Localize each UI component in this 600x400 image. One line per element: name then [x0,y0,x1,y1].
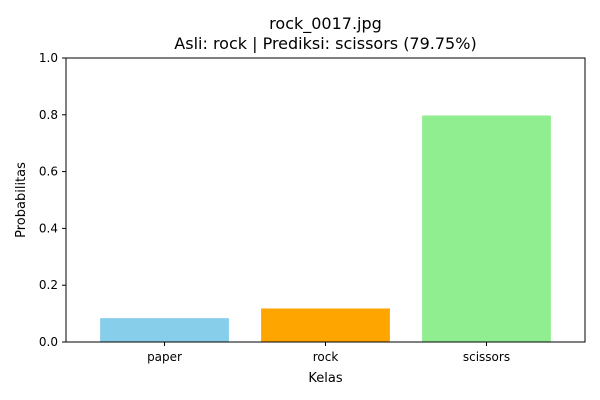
bars-group [100,115,551,342]
bar-rock [261,308,390,342]
y-tick-label: 0.4 [39,221,58,235]
bar-scissors [422,115,551,342]
y-tick-label: 0.2 [39,278,58,292]
bar-paper [100,318,229,342]
x-tick-label: rock [313,350,339,364]
y-tick-label: 0.0 [39,335,58,349]
chart-title-line2: Asli: rock | Prediksi: scissors (79.75%) [174,34,476,53]
x-axis-ticks: paper rock scissors [147,342,510,364]
chart-title-line1: rock_0017.jpg [269,14,382,34]
x-tick-label: scissors [463,350,510,364]
x-tick-label: paper [147,350,182,364]
y-tick-label: 1.0 [39,51,58,65]
y-tick-label: 0.8 [39,108,58,122]
x-axis-label: Kelas [308,371,342,386]
y-axis-label: Probabilitas [14,162,29,238]
plot-frame [65,57,586,343]
y-axis-ticks: 0.0 0.2 0.4 0.6 0.8 1.0 [39,51,66,349]
y-tick-label: 0.6 [39,165,58,179]
